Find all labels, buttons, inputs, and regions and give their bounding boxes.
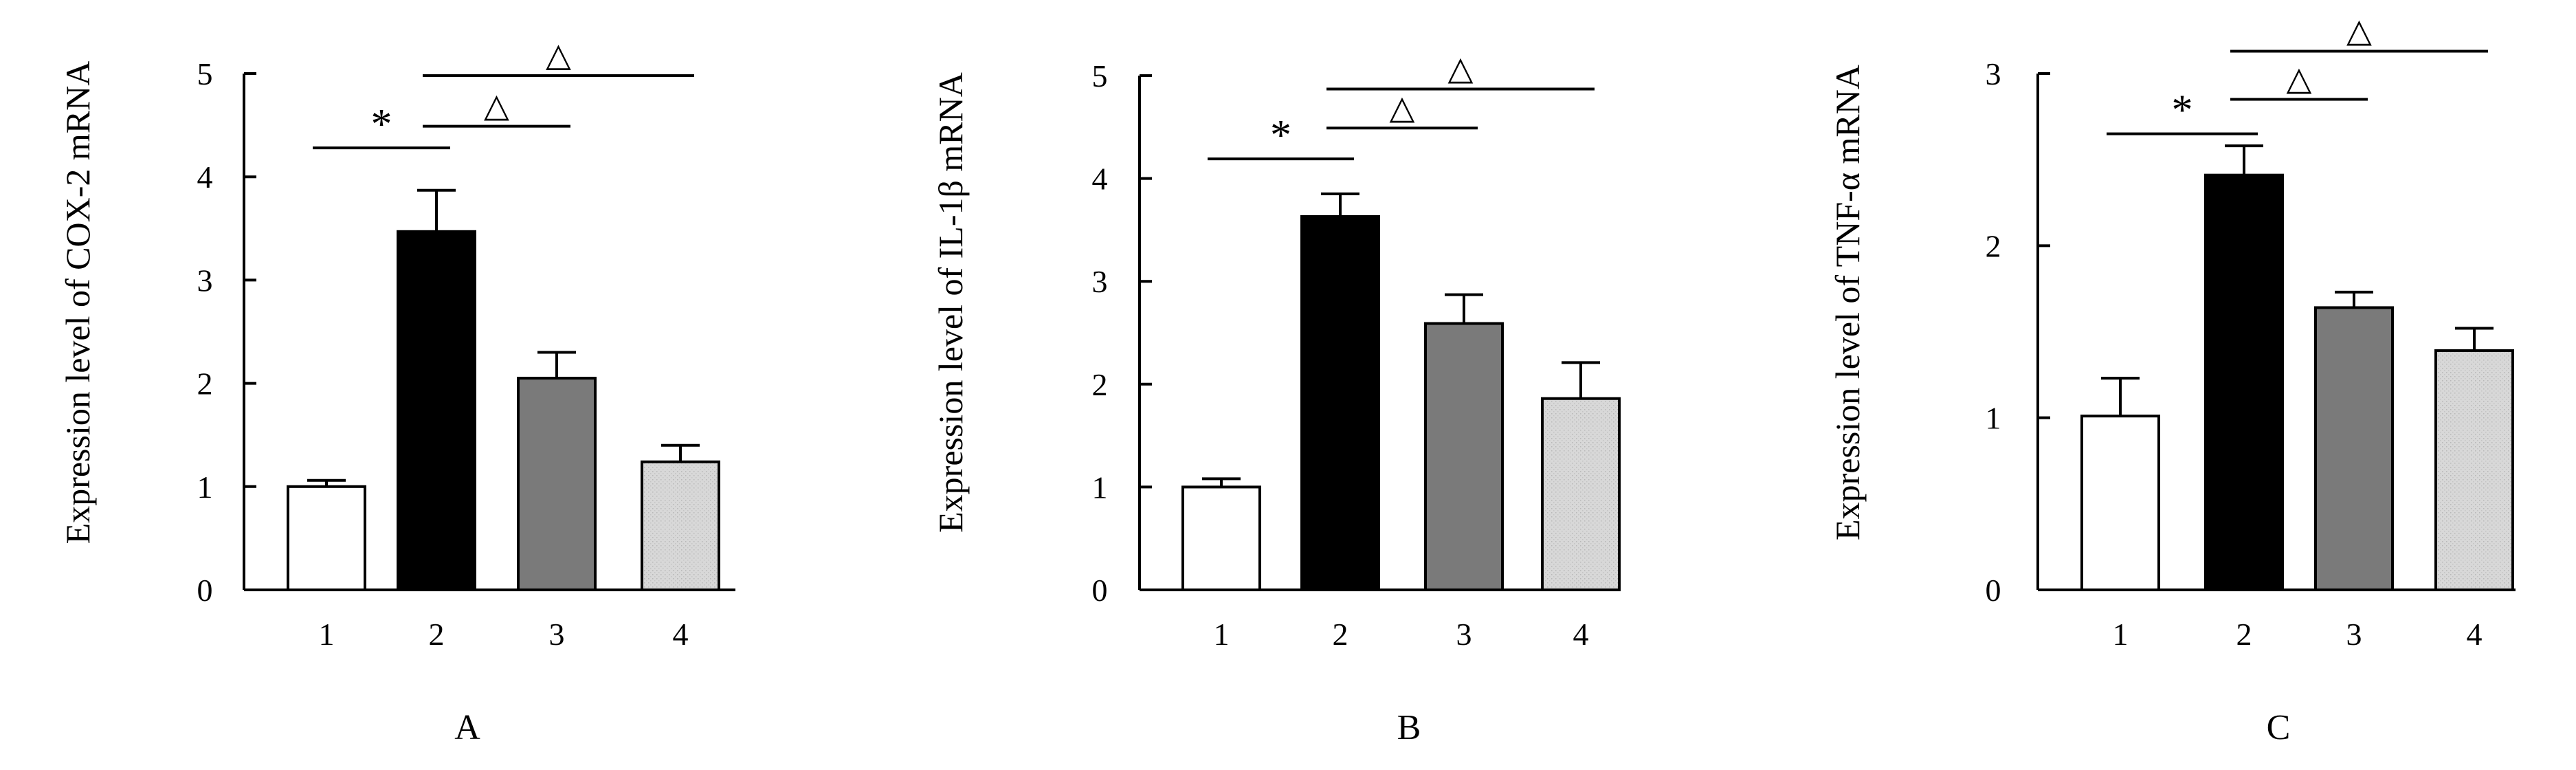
bar bbox=[1181, 485, 1261, 592]
x-tick-label: 1 bbox=[1214, 617, 1230, 652]
bar bbox=[2434, 349, 2514, 591]
significance-mark: △ bbox=[1390, 89, 1415, 126]
y-axis-label: Expression level of IL-1β mRNA bbox=[931, 72, 970, 533]
panel-label: A bbox=[454, 708, 480, 747]
significance-mark: △ bbox=[546, 37, 571, 74]
y-axis-label: Expression level of TNF-α mRNA bbox=[1828, 65, 1867, 540]
significance-mark: * bbox=[2172, 87, 2193, 134]
y-tick-label: 0 bbox=[197, 573, 213, 608]
bar bbox=[2080, 415, 2160, 591]
x-tick-label: 1 bbox=[2113, 617, 2129, 652]
x-tick-label: 4 bbox=[1573, 617, 1589, 652]
y-tick-label: 2 bbox=[1986, 228, 2001, 263]
significance-mark: △ bbox=[2346, 12, 2372, 49]
significance-mark: * bbox=[1270, 112, 1291, 159]
x-tick-label: 3 bbox=[1456, 617, 1472, 652]
chart-panel-a: 0 1 2 3 4 5 Expression level of COX-2 mRNA 1 2 3 4… bbox=[58, 37, 735, 747]
y-tick-label: 0 bbox=[1092, 573, 1108, 608]
bar bbox=[287, 485, 366, 591]
significance-mark: △ bbox=[2287, 61, 2312, 98]
significance-mark: * bbox=[371, 101, 392, 148]
x-tick-label: 4 bbox=[2467, 617, 2483, 652]
y-tick-label: 3 bbox=[1092, 264, 1108, 299]
bar bbox=[1424, 322, 1504, 591]
y-tick-label: 1 bbox=[1092, 470, 1108, 505]
bar bbox=[517, 377, 597, 592]
significance-mark: △ bbox=[1448, 50, 1474, 87]
x-tick-label: 2 bbox=[1333, 617, 1348, 652]
bar bbox=[1300, 214, 1380, 591]
bar bbox=[1541, 397, 1621, 592]
y-tick-label: 5 bbox=[197, 56, 213, 91]
chart-panel-b: 0 1 2 3 4 5 Expression level of IL-1β mRNA 1 2 3 4… bbox=[931, 50, 1621, 747]
bar bbox=[2314, 306, 2394, 591]
y-tick-label: 2 bbox=[197, 366, 213, 402]
y-tick-label: 1 bbox=[197, 470, 213, 505]
chart-panel-c: 0 1 2 3 Expression level of TNF-α mRNA 1 2 3 4 * △… bbox=[1828, 12, 2516, 747]
x-tick-label: 2 bbox=[429, 617, 445, 652]
y-tick-label: 3 bbox=[1986, 56, 2001, 91]
y-axis-label: Expression level of COX-2 mRNA bbox=[58, 61, 97, 544]
x-tick-label: 3 bbox=[549, 617, 565, 652]
x-tick-label: 2 bbox=[2236, 617, 2252, 652]
y-tick-label: 5 bbox=[1092, 58, 1108, 94]
y-tick-label: 1 bbox=[1986, 401, 2001, 436]
bar bbox=[397, 230, 476, 591]
x-tick-label: 4 bbox=[673, 617, 689, 652]
bar bbox=[641, 460, 720, 592]
panel-label: B bbox=[1397, 708, 1421, 747]
significance-mark: △ bbox=[484, 88, 509, 124]
y-tick-label: 3 bbox=[197, 263, 213, 298]
y-tick-label: 4 bbox=[1092, 162, 1108, 197]
y-tick-label: 2 bbox=[1092, 367, 1108, 402]
x-tick-label: 1 bbox=[319, 617, 335, 652]
y-tick-label: 0 bbox=[1986, 573, 2001, 608]
bar bbox=[2204, 173, 2284, 592]
y-tick-label: 4 bbox=[197, 160, 213, 195]
x-tick-label: 3 bbox=[2346, 617, 2362, 652]
panel-label: C bbox=[2267, 708, 2291, 747]
